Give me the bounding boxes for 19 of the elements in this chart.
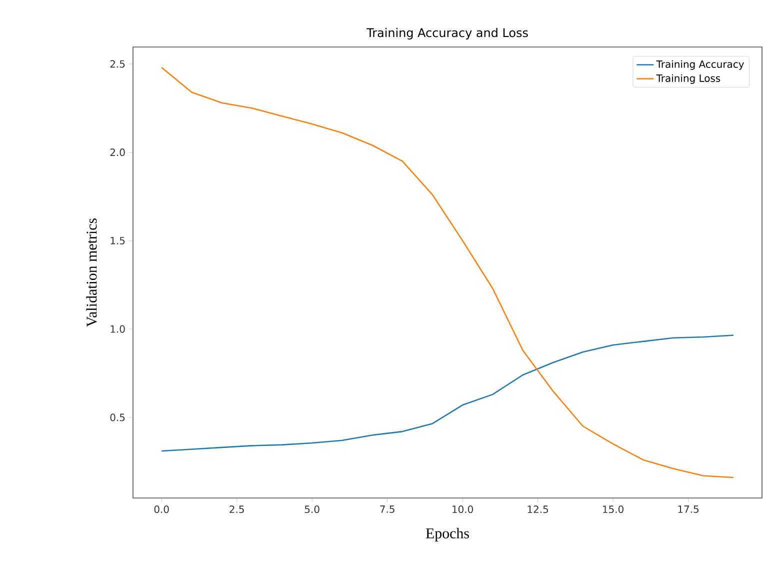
line-series: [160, 334, 734, 452]
legend-label: Training Loss: [656, 74, 720, 84]
x-tick-label: 5.0: [304, 506, 320, 514]
y-tick-label: 1.0: [110, 325, 125, 333]
x-tick-label: 15.0: [603, 506, 624, 514]
x-axis-title: Epochs: [426, 528, 469, 542]
y-tick-label: 2.0: [110, 148, 125, 156]
x-tick-label: 7.5: [380, 506, 394, 513]
y-tick-label: 0.5: [110, 414, 125, 422]
y-axis-title: Validation metrics: [86, 218, 97, 327]
x-tick-label: 2.5: [230, 506, 244, 514]
x-tick-label: 0.0: [154, 506, 169, 514]
chart-title: Training Accuracy and Loss: [366, 28, 528, 40]
x-tick-label: 10.0: [452, 506, 473, 514]
y-tick-label: 2.5: [110, 60, 125, 68]
x-tick-label: 17.5: [678, 506, 698, 513]
x-tick-label: 12.5: [528, 506, 548, 514]
legend-label: Training Accuracy: [656, 60, 744, 70]
y-tick-label: 1.5: [110, 236, 125, 244]
